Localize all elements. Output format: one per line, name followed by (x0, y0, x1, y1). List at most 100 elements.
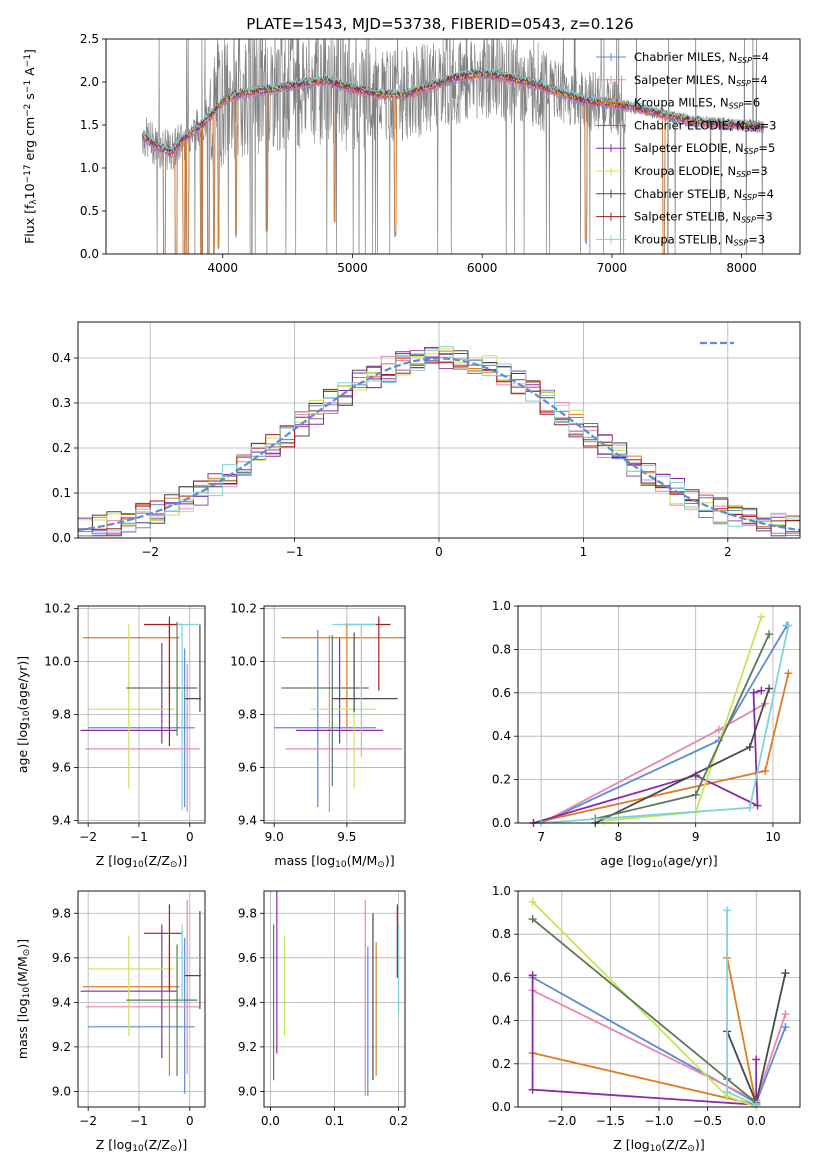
y-tick-label: 10.2 (230, 602, 257, 616)
mass-vs-Z-xlabel-part: (Z/Z (144, 1137, 170, 1152)
y-tick-label: 9.6 (52, 760, 71, 774)
spectrum-ylabel-part: ] (22, 49, 37, 54)
y-tick-label: 9.8 (52, 906, 71, 920)
legend-entry-name: Salpeter MILES, N (634, 73, 736, 87)
weight-vs-age-xlabel: age [log10(age/yr)] (600, 853, 717, 870)
x-tick-label: 0.1 (325, 1114, 344, 1128)
y-tick-label: 0.6 (492, 970, 511, 984)
legend-entry-name: Salpeter ELODIE, N (634, 141, 744, 155)
legend-entry-tail: =3 (748, 232, 765, 246)
legend-entry: Chabrier ELODIE, NSSP=3 (634, 118, 776, 133)
axes-frame (263, 890, 406, 1108)
legend-entry-sub: SSP (744, 147, 759, 156)
y-tick-label: 0.0 (52, 531, 71, 545)
age-vs-mass-xlabel-part: mass [log (274, 853, 335, 868)
y-tick-label: 9.4 (52, 813, 71, 827)
x-tick-label: −0.5 (693, 1114, 722, 1128)
weight-vs-Z-xlabel-part: ⊙ (687, 1144, 695, 1154)
legend-entry-tail: =3 (760, 118, 777, 132)
y-tick-label: 0.3 (52, 396, 71, 410)
age-vs-Z-xlabel-part: ⊙ (170, 860, 178, 870)
age-vs-Z-xlabel-part: Z [log (96, 853, 132, 868)
age-vs-Z-ylabel-part: (age/yr)] (15, 656, 30, 711)
weight-series-line-salpeter_elodie (531, 975, 758, 1106)
x-tick-label: 0.0 (747, 1114, 766, 1128)
x-tick-label: −2 (141, 545, 159, 559)
age_vs_mass-panel: 9.0 9.5 9.4 9.6 9.8 10.0 10.2 mass [log10(M/M⊙)… (230, 602, 406, 870)
y-tick-label: 0.2 (492, 773, 511, 787)
x-tick-label: 9 (692, 830, 700, 844)
weight-series-line-kroupa_miles (532, 957, 758, 1106)
axes-frame (105, 38, 801, 255)
legend-entry-tail: =4 (751, 73, 768, 87)
y-tick-label: 1.0 (492, 884, 511, 898)
x-tick-label: −1.5 (596, 1114, 625, 1128)
age-vs-mass-xlabel-part: ⊙ (377, 860, 385, 870)
spectrum-ylabel-part: A (22, 67, 37, 80)
x-tick-label: 6000 (467, 261, 498, 275)
weight-series-line-kroupa_stelib (726, 910, 757, 1106)
y-tick-label: 0.8 (492, 642, 511, 656)
y-tick-label: 2.0 (80, 75, 99, 89)
legend-entry: Kroupa ELODIE, NSSP=3 (634, 164, 768, 179)
spectrum-model-line-kroupa_elodie (141, 70, 764, 154)
weight-vs-Z-xlabel: Z [log10(Z/Z⊙)] (613, 1137, 704, 1154)
spectrum-model-line-kroupa_stelib (141, 66, 764, 151)
age-vs-Z-ylabel-part: 10 (22, 710, 32, 722)
legend-entry: Chabrier STELIB, NSSP=4 (634, 187, 774, 202)
legend-entry: Kroupa MILES, NSSP=6 (634, 96, 760, 111)
mass-vs-Z-ylabel: mass [log10(M/M⊙)] (15, 939, 32, 1059)
x-tick-label: −1 (130, 1114, 148, 1128)
legend-entry-tail: =4 (752, 50, 769, 64)
age-vs-Z-ylabel: age [log10(age/yr)] (15, 656, 32, 773)
y-tick-label: 0.0 (492, 816, 511, 830)
mass-vs-Z-xlabel-part: Z [log (96, 1137, 132, 1152)
y-tick-label: 0.2 (492, 1057, 511, 1071)
axes-frame (517, 890, 801, 1108)
mass-vs-Z-ylabel-part: mass [log (15, 998, 30, 1059)
y-tick-label: 2.5 (80, 32, 99, 46)
y-tick-label: 9.6 (52, 951, 71, 965)
weight-vs-Z-xlabel-part: 10 (650, 1144, 662, 1154)
y-tick-label: 9.4 (52, 995, 71, 1009)
y-tick-label: 1.0 (80, 161, 99, 175)
legend-entry-name: Chabrier ELODIE, N (634, 118, 745, 132)
legend-entry-sub: SSP (736, 79, 751, 88)
legend-entry-tail: =6 (743, 96, 760, 110)
y-tick-label: 1.0 (492, 599, 511, 613)
legend-entry-sub: SSP (737, 56, 752, 65)
mass-vs-Z-xlabel: Z [log10(Z/Z⊙)] (96, 1137, 187, 1154)
y-tick-label: 0.6 (492, 686, 511, 700)
x-tick-label: −2 (79, 830, 97, 844)
weight_vs_Z-panel: −2.0 −1.5 −1.0 −0.5 0.0 0.0 0.2 0.4 0.6 0.8 1.0 Z [… (492, 884, 801, 1154)
x-tick-label: −1 (130, 830, 148, 844)
y-tick-label: 0.8 (492, 927, 511, 941)
mass-vs-Z-ylabel-part: 10 (22, 987, 32, 999)
spectrum-ylabel-part: Flux [f (22, 204, 37, 244)
weight-series-line-kroupa_stelib_line (532, 918, 757, 1104)
axes-frame (263, 605, 406, 824)
spectrum-ylabel-part: s (22, 93, 37, 104)
age_vs_Z-panel: −2 −1 09.49.69.810.010.2Z [log10(Z/Z⊙)]age… (15, 602, 206, 870)
mass_vs_ebv-plot-area (273, 891, 400, 1096)
mass-vs-Z-ylabel-part: )] (15, 939, 30, 949)
x-tick-label: 7 (537, 830, 545, 844)
legend-entry-tail: =4 (757, 187, 774, 201)
legend-entry-name: Chabrier STELIB, N (634, 187, 742, 201)
legend-entry-sub: SSP (741, 216, 756, 225)
y-tick-label: 0.4 (52, 351, 71, 365)
spectrum-ylabel-part: λ (29, 199, 39, 205)
x-tick-label: 0.0 (261, 1114, 280, 1128)
legend-entry-sub: SSP (742, 193, 757, 202)
x-tick-label: 0 (186, 1114, 194, 1128)
residuals-panel: −2 −1 0 1 2 0.0 0.1 0.2 0.3 0.4 (52, 321, 801, 559)
y-tick-label: 9.4 (238, 813, 257, 827)
legend-entry-name: Chabrier MILES, N (634, 50, 737, 64)
spectrum-plot-area (141, 39, 765, 254)
age-vs-mass-xlabel-part: )] (385, 853, 395, 868)
mass-vs-Z-xlabel-part: 10 (132, 1144, 144, 1154)
legend-entry-sub: SSP (736, 170, 751, 179)
y-tick-label: 9.6 (238, 760, 257, 774)
age-vs-mass-xlabel-part: (M/M (347, 853, 378, 868)
